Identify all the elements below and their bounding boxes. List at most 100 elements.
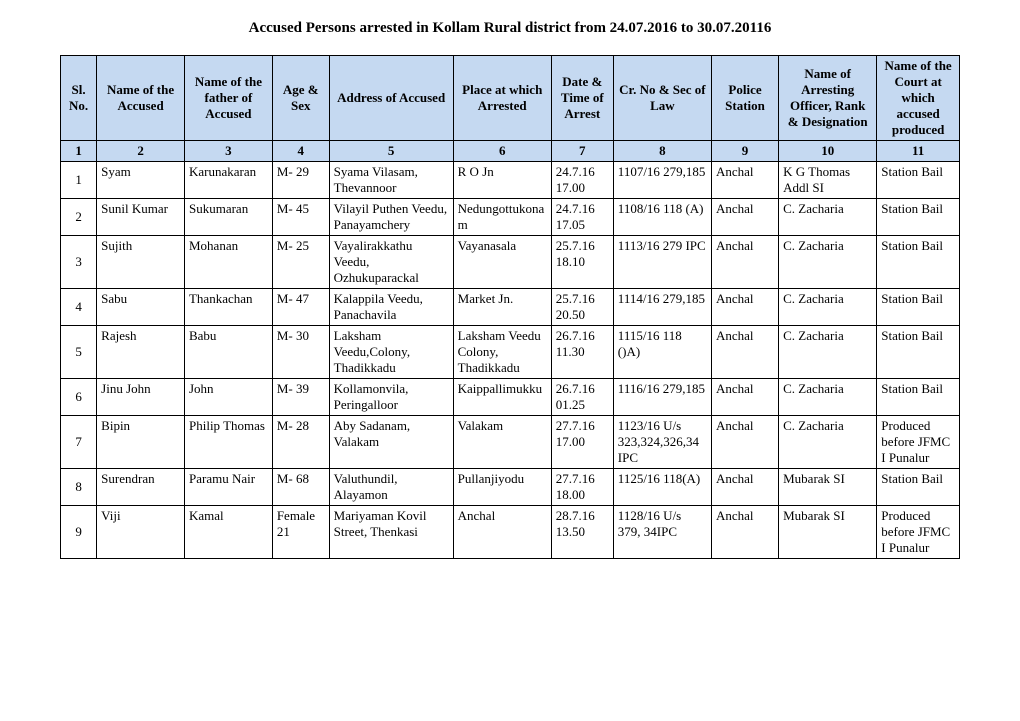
cell: 1107/16 279,185 — [613, 162, 711, 199]
cell: M- 29 — [272, 162, 329, 199]
cell: 1123/16 U/s 323,324,326,34 IPC — [613, 416, 711, 469]
cell: Mubarak SI — [779, 469, 877, 506]
cell: C. Zacharia — [779, 326, 877, 379]
cell: Mohanan — [184, 236, 272, 289]
col-header: Name of the Accused — [97, 56, 185, 141]
cell: 8 — [61, 469, 97, 506]
col-header: Police Station — [711, 56, 778, 141]
table-row: 9VijiKamalFemale 21Mariyaman Kovil Stree… — [61, 506, 960, 559]
cell: M- 30 — [272, 326, 329, 379]
col-num: 9 — [711, 141, 778, 162]
cell: Pullanjiyodu — [453, 469, 551, 506]
cell: Kalappila Veedu, Panachavila — [329, 289, 453, 326]
table-row: 7BipinPhilip ThomasM- 28Aby Sadanam, Val… — [61, 416, 960, 469]
cell: 9 — [61, 506, 97, 559]
cell: 27.7.16 17.00 — [551, 416, 613, 469]
col-num: 8 — [613, 141, 711, 162]
cell: Station Bail — [877, 289, 960, 326]
cell: Anchal — [711, 162, 778, 199]
col-num: 7 — [551, 141, 613, 162]
cell: Philip Thomas — [184, 416, 272, 469]
cell: Laksham Veedu,Colony, Thadikkadu — [329, 326, 453, 379]
cell: Anchal — [711, 199, 778, 236]
cell: Laksham Veedu Colony, Thadikkadu — [453, 326, 551, 379]
col-header: Sl. No. — [61, 56, 97, 141]
number-row: 1 2 3 4 5 6 7 8 9 10 11 — [61, 141, 960, 162]
cell: Vilayil Puthen Veedu, Panayamchery — [329, 199, 453, 236]
cell: 25.7.16 20.50 — [551, 289, 613, 326]
cell: C. Zacharia — [779, 289, 877, 326]
cell: Valuthundil, Alayamon — [329, 469, 453, 506]
cell: 6 — [61, 379, 97, 416]
cell: 1128/16 U/s 379, 34IPC — [613, 506, 711, 559]
cell: Station Bail — [877, 326, 960, 379]
cell: 24.7.16 17.00 — [551, 162, 613, 199]
cell: Market Jn. — [453, 289, 551, 326]
cell: Station Bail — [877, 162, 960, 199]
cell: Anchal — [711, 416, 778, 469]
cell: K G Thomas Addl SI — [779, 162, 877, 199]
cell: Jinu John — [97, 379, 185, 416]
cell: 24.7.16 17.05 — [551, 199, 613, 236]
cell: M- 68 — [272, 469, 329, 506]
arrest-table: Sl. No. Name of the Accused Name of the … — [60, 55, 960, 559]
cell: 5 — [61, 326, 97, 379]
cell: 1116/16 279,185 — [613, 379, 711, 416]
cell: Station Bail — [877, 379, 960, 416]
table-row: 4SabuThankachanM- 47Kalappila Veedu, Pan… — [61, 289, 960, 326]
col-num: 5 — [329, 141, 453, 162]
cell: Nedungottukonam — [453, 199, 551, 236]
cell: Produced before JFMC I Punalur — [877, 416, 960, 469]
cell: R O Jn — [453, 162, 551, 199]
cell: C. Zacharia — [779, 236, 877, 289]
cell: 1125/16 118(A) — [613, 469, 711, 506]
col-num: 4 — [272, 141, 329, 162]
cell: Kollamonvila, Peringalloor — [329, 379, 453, 416]
cell: M- 39 — [272, 379, 329, 416]
cell: M- 28 — [272, 416, 329, 469]
cell: Vayalirakkathu Veedu, Ozhukuparackal — [329, 236, 453, 289]
cell: M- 47 — [272, 289, 329, 326]
cell: Kaippallimukku — [453, 379, 551, 416]
col-num: 1 — [61, 141, 97, 162]
col-header: Name of the father of Accused — [184, 56, 272, 141]
cell: Viji — [97, 506, 185, 559]
col-header: Age & Sex — [272, 56, 329, 141]
cell: Sukumaran — [184, 199, 272, 236]
cell: Sabu — [97, 289, 185, 326]
cell: C. Zacharia — [779, 416, 877, 469]
page-title: Accused Persons arrested in Kollam Rural… — [60, 20, 960, 37]
cell: Karunakaran — [184, 162, 272, 199]
col-num: 10 — [779, 141, 877, 162]
cell: Anchal — [711, 469, 778, 506]
cell: Anchal — [711, 236, 778, 289]
cell: 26.7.16 11.30 — [551, 326, 613, 379]
table-row: 5RajeshBabuM- 30Laksham Veedu,Colony, Th… — [61, 326, 960, 379]
cell: Produced before JFMC I Punalur — [877, 506, 960, 559]
cell: C. Zacharia — [779, 199, 877, 236]
cell: 2 — [61, 199, 97, 236]
cell: Sunil Kumar — [97, 199, 185, 236]
cell: Anchal — [711, 506, 778, 559]
cell: M- 45 — [272, 199, 329, 236]
cell: 3 — [61, 236, 97, 289]
cell: 1115/16 118 ()A) — [613, 326, 711, 379]
cell: 7 — [61, 416, 97, 469]
cell: M- 25 — [272, 236, 329, 289]
cell: Station Bail — [877, 469, 960, 506]
col-header: Date & Time of Arrest — [551, 56, 613, 141]
table-row: 6Jinu JohnJohnM- 39Kollamonvila, Peringa… — [61, 379, 960, 416]
cell: 1108/16 118 (A) — [613, 199, 711, 236]
cell: Mariyaman Kovil Street, Thenkasi — [329, 506, 453, 559]
cell: Station Bail — [877, 199, 960, 236]
cell: 1114/16 279,185 — [613, 289, 711, 326]
cell: 1113/16 279 IPC — [613, 236, 711, 289]
col-header: Name of Arresting Officer, Rank & Design… — [779, 56, 877, 141]
cell: Anchal — [711, 379, 778, 416]
cell: 4 — [61, 289, 97, 326]
cell: Anchal — [711, 326, 778, 379]
cell: Bipin — [97, 416, 185, 469]
cell: Aby Sadanam, Valakam — [329, 416, 453, 469]
col-header: Address of Accused — [329, 56, 453, 141]
cell: Rajesh — [97, 326, 185, 379]
